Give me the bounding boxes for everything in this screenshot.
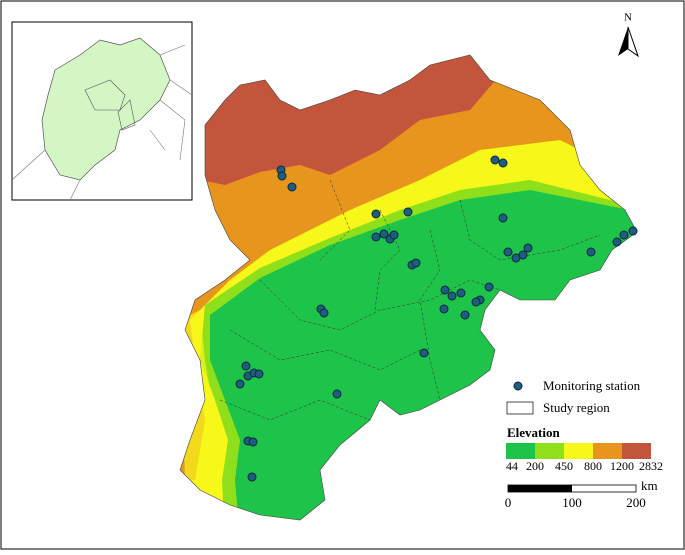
legend-elevation-title: Elevation — [507, 425, 560, 440]
elevation-swatch — [564, 443, 593, 459]
stations — [235, 155, 638, 482]
elevation-swatch — [593, 443, 622, 459]
elevation-swatch — [506, 443, 535, 459]
north-label: N — [624, 12, 632, 24]
scale-bar-label: 200 — [626, 495, 646, 510]
legend-station: Monitoring station — [543, 378, 641, 393]
scale-bar-unit: km — [641, 478, 658, 493]
scale-bar-segment — [508, 485, 572, 492]
scale-bar-label: 0 — [505, 495, 512, 510]
scale-bar-label: 100 — [562, 495, 582, 510]
district-borders — [219, 179, 601, 421]
elevation-swatch — [535, 443, 564, 459]
elevation-break: 2832 — [639, 459, 663, 473]
elevation-break: 44 — [506, 459, 518, 473]
elevation-break: 200 — [526, 459, 544, 473]
dynamic-legend: 44 200 450 800 1200 2832 0 100 200 km — [505, 443, 663, 510]
inset-map — [11, 21, 193, 201]
legend-region: Study region — [543, 400, 610, 415]
elev-band — [222, 195, 300, 250]
elevation-break: 450 — [555, 459, 573, 473]
region-symbol — [506, 401, 534, 415]
elevation-break: 800 — [584, 459, 602, 473]
elevation-break: 1200 — [610, 459, 634, 473]
north-arrow: N — [618, 12, 639, 58]
legend: Monitoring station Study region Elevatio… — [506, 378, 641, 440]
elevation-swatch — [622, 443, 651, 459]
station-symbol — [513, 381, 523, 391]
